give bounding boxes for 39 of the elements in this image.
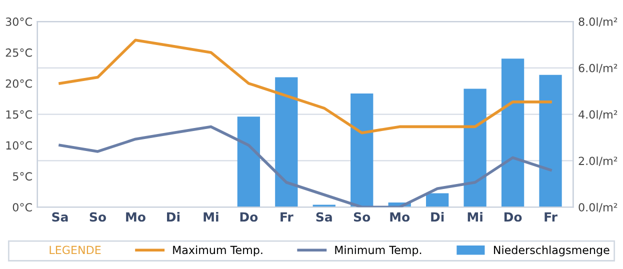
y-tick-label: 20°C [6,79,32,88]
line-series [58,38,552,134]
x-tick-label: Do [504,212,522,222]
bar [539,74,562,208]
y-tick-label: 15°C [6,110,32,119]
legend-label: Maximum Temp. [173,246,262,256]
bar [464,88,486,208]
x-tick-label: So [90,212,106,222]
x-tick-label: Mi [204,212,218,222]
bar [501,58,524,208]
x-tick-label: Fr [544,212,558,222]
x-tick-label: Sa [316,212,332,222]
legend-title: LEGENDE [50,246,101,254]
bar [350,93,374,208]
y-tick-label: 5°C [12,172,32,181]
legend-label: Niederschlagsmenge [494,246,610,256]
x-tick-label: Fr [280,212,294,222]
y2-tick-label: 6.0l/m² [578,64,618,74]
y-tick-label: 10°C [6,141,32,150]
x-tick-label: Mo [126,212,146,222]
x-tick-label: Do [240,212,258,222]
y-tick-label: 30°C [6,17,32,26]
x-tick-label: Di [431,212,444,222]
y2-tick-label: 2.0l/m² [578,156,618,166]
x-tick-label: Sa [52,212,68,222]
y-tick-label: 25°C [6,48,32,57]
y2-tick-label: 4.0l/m² [578,110,618,120]
x-tick-label: So [354,212,370,222]
y-tick-label: 0°C [12,203,32,212]
bar [237,116,260,208]
x-tick-label: Di [167,212,180,222]
x-tick-label: Mi [468,212,482,222]
y2-tick-label: 0.0l/m² [578,202,618,212]
bar [426,193,449,208]
bar [275,77,298,208]
x-tick-label: Mo [390,212,410,222]
line-series [58,125,552,208]
y2-tick-label: 8.0l/m² [578,17,618,27]
legend-label: Minimum Temp. [335,246,422,256]
